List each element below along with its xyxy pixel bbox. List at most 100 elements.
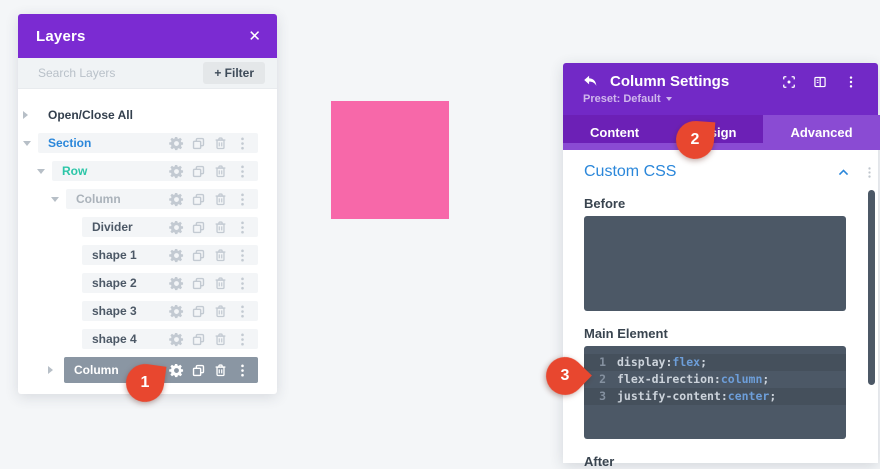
gear-icon[interactable] (169, 304, 184, 319)
more-options-icon[interactable] (235, 220, 250, 235)
tab-advanced[interactable]: Advanced (763, 115, 880, 150)
code-line[interactable]: 3 justify-content:center; (584, 388, 846, 405)
gear-icon[interactable] (169, 276, 184, 291)
duplicate-icon[interactable] (191, 332, 206, 347)
more-options-icon[interactable] (863, 166, 876, 179)
duplicate-icon[interactable] (191, 136, 206, 151)
before-field-label: Before (584, 196, 626, 211)
annotation-pin-3: 3 (538, 349, 592, 403)
layer-label-shape-1[interactable]: shape 1 (92, 248, 137, 262)
gear-icon[interactable] (169, 192, 184, 207)
gear-icon[interactable] (169, 136, 184, 151)
layer-row-divider[interactable]: Divider (18, 217, 258, 237)
caret-right-icon[interactable] (48, 366, 53, 374)
layer-label-shape-3[interactable]: shape 3 (92, 304, 137, 318)
pin-number: 1 (140, 374, 150, 391)
trash-icon[interactable] (213, 192, 228, 207)
trash-icon[interactable] (213, 332, 228, 347)
duplicate-icon[interactable] (191, 363, 206, 378)
after-field-label: After (584, 454, 615, 469)
layer-label-row[interactable]: Row (62, 164, 88, 178)
main-element-css-editor[interactable]: 1 display:flex; 2 flex-direction:column;… (584, 346, 846, 439)
annotation-pin-1: 1 (123, 361, 167, 405)
settings-body: Custom CSS Before Main Element 1 display… (563, 150, 878, 469)
panel-layout-icon[interactable] (813, 75, 827, 89)
trash-icon[interactable] (213, 276, 228, 291)
line-number: 3 (599, 389, 606, 403)
duplicate-icon[interactable] (191, 192, 206, 207)
line-number: 1 (599, 355, 606, 369)
layer-label-divider[interactable]: Divider (92, 220, 133, 234)
before-css-textarea[interactable] (584, 216, 846, 311)
search-input[interactable] (36, 65, 204, 81)
gear-icon[interactable] (169, 332, 184, 347)
pink-column-shape[interactable] (331, 101, 449, 219)
more-options-icon[interactable] (235, 192, 250, 207)
duplicate-icon[interactable] (191, 164, 206, 179)
more-options-icon[interactable] (235, 276, 250, 291)
scrollbar-thumb[interactable] (868, 190, 875, 385)
preset-selector[interactable]: Preset: Default (563, 90, 878, 105)
layers-search-bar: + Filter (18, 58, 277, 89)
focus-mode-icon[interactable] (782, 75, 796, 89)
gear-icon[interactable] (169, 220, 184, 235)
duplicate-icon[interactable] (191, 304, 206, 319)
layer-label-column[interactable]: Column (74, 363, 119, 377)
layer-label-section[interactable]: Section (48, 136, 92, 150)
trash-icon[interactable] (213, 363, 228, 378)
collapse-chevron-icon[interactable] (837, 166, 850, 179)
caret-down-icon (665, 97, 672, 101)
caret-right-icon[interactable] (23, 111, 28, 119)
gear-icon[interactable] (169, 363, 184, 378)
layer-row-column[interactable]: Column (18, 189, 258, 209)
more-options-icon[interactable] (235, 136, 250, 151)
layers-tree: Open/Close All Section Row (18, 89, 277, 383)
gear-icon[interactable] (169, 164, 184, 179)
layer-label-shape-2[interactable]: shape 2 (92, 276, 137, 290)
pin-number: 3 (560, 367, 570, 384)
code-line[interactable]: 2 flex-direction:column; (584, 371, 846, 388)
close-icon[interactable]: ✕ (248, 27, 261, 45)
caret-down-icon[interactable] (23, 141, 31, 146)
filter-button[interactable]: + Filter (203, 62, 265, 84)
annotation-pin-2: 2 (674, 119, 716, 161)
code-line[interactable]: 1 display:flex; (584, 354, 846, 371)
duplicate-icon[interactable] (191, 276, 206, 291)
trash-icon[interactable] (213, 248, 228, 263)
custom-css-section-title: Custom CSS (584, 163, 677, 180)
layer-row-shape-4[interactable]: shape 4 (18, 329, 258, 349)
layer-row-shape-2[interactable]: shape 2 (18, 273, 258, 293)
back-icon[interactable] (583, 74, 598, 89)
open-close-all-label[interactable]: Open/Close All (48, 108, 133, 122)
trash-icon[interactable] (213, 304, 228, 319)
layer-row-shape-3[interactable]: shape 3 (18, 301, 258, 321)
more-options-icon[interactable] (235, 363, 250, 378)
more-options-icon[interactable] (844, 75, 858, 89)
duplicate-icon[interactable] (191, 220, 206, 235)
duplicate-icon[interactable] (191, 248, 206, 263)
layer-label-shape-4[interactable]: shape 4 (92, 332, 137, 346)
layer-label-column[interactable]: Column (76, 192, 121, 206)
more-options-icon[interactable] (235, 332, 250, 347)
caret-down-icon[interactable] (51, 197, 59, 202)
gear-icon[interactable] (169, 248, 184, 263)
layers-panel: Layers ✕ + Filter Open/Close All Section (18, 14, 277, 394)
line-number: 2 (599, 372, 606, 386)
more-options-icon[interactable] (235, 164, 250, 179)
caret-down-icon[interactable] (37, 169, 45, 174)
more-options-icon[interactable] (235, 248, 250, 263)
more-options-icon[interactable] (235, 304, 250, 319)
layers-panel-header: Layers ✕ (18, 14, 277, 58)
trash-icon[interactable] (213, 136, 228, 151)
trash-icon[interactable] (213, 220, 228, 235)
settings-tabs: Content Design Advanced (563, 115, 880, 150)
layer-row-row[interactable]: Row (18, 161, 258, 181)
layer-row-shape-1[interactable]: shape 1 (18, 245, 258, 265)
layer-row-section[interactable]: Section (18, 133, 258, 153)
preset-label: Preset: Default (583, 93, 661, 105)
layers-panel-title: Layers (36, 27, 86, 45)
settings-title: Column Settings (610, 73, 730, 90)
open-close-all-row[interactable]: Open/Close All (18, 105, 258, 125)
trash-icon[interactable] (213, 164, 228, 179)
tab-content[interactable]: Content (590, 125, 640, 140)
